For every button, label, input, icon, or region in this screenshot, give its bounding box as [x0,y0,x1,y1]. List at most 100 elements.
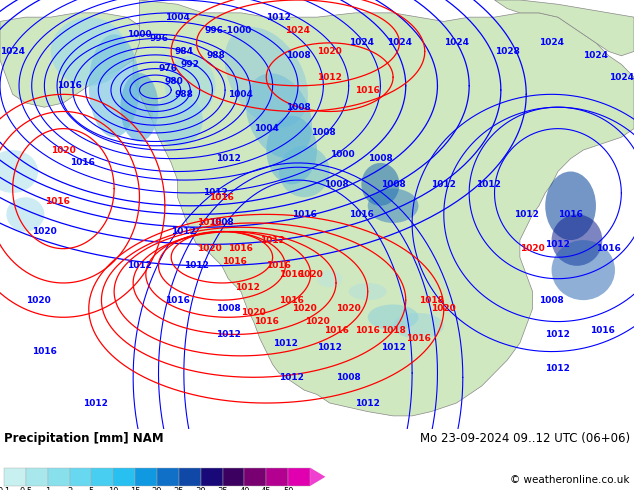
Text: 1016: 1016 [57,81,82,90]
Bar [288,467,310,486]
Ellipse shape [224,27,308,127]
Text: 1008: 1008 [368,154,393,163]
Text: 1012: 1012 [355,398,380,408]
Text: 1012: 1012 [260,236,285,245]
Text: 1012: 1012 [279,373,304,382]
Text: 1018: 1018 [380,326,406,335]
Text: 1018: 1018 [418,295,444,305]
Text: 45: 45 [261,487,271,490]
Text: 1016: 1016 [355,86,380,95]
Text: 35: 35 [217,487,228,490]
Text: 40: 40 [239,487,250,490]
Bar [91,467,113,486]
Text: 1024: 1024 [583,51,609,60]
Text: 1016: 1016 [209,193,235,202]
Text: 1012: 1012 [545,330,571,339]
Text: 1012: 1012 [476,180,501,189]
Text: 2: 2 [67,487,72,490]
Bar [4,467,26,486]
Text: 1012: 1012 [127,261,152,270]
Text: 1012: 1012 [317,73,342,82]
Bar [223,467,245,486]
Ellipse shape [51,17,127,86]
Text: 1016: 1016 [279,270,304,279]
Text: © weatheronline.co.uk: © weatheronline.co.uk [510,475,630,485]
Text: 1020: 1020 [431,304,456,313]
Text: 25: 25 [174,487,184,490]
Text: 1016: 1016 [355,326,380,335]
Text: 1012: 1012 [545,240,571,249]
Text: 1012: 1012 [216,330,241,339]
Bar [135,467,157,486]
Text: 1020: 1020 [336,304,361,313]
Text: 1020: 1020 [32,227,57,236]
Text: 1016: 1016 [292,210,317,219]
Text: 1016: 1016 [197,219,222,227]
Text: 996-1000: 996-1000 [205,25,252,34]
Text: 1020: 1020 [292,304,317,313]
Text: 1020: 1020 [520,244,545,253]
Text: Precipitation [mm] NAM: Precipitation [mm] NAM [4,432,164,445]
Text: 1008: 1008 [336,373,361,382]
Text: 1024: 1024 [0,47,25,56]
Text: 1: 1 [45,487,50,490]
Text: 0.1: 0.1 [0,487,11,490]
Text: 1004: 1004 [254,124,279,133]
Text: 1024: 1024 [349,38,374,48]
Text: 1016: 1016 [44,197,70,206]
Bar [70,467,91,486]
Text: 1028: 1028 [495,47,520,56]
Ellipse shape [120,73,158,142]
Bar [266,467,288,486]
Text: 1012: 1012 [514,210,539,219]
Ellipse shape [152,94,203,146]
Text: 1012: 1012 [273,339,298,347]
Text: Mo 23-09-2024 09..12 UTC (06+06): Mo 23-09-2024 09..12 UTC (06+06) [420,432,630,445]
Text: 1012: 1012 [184,261,209,270]
Text: 1008: 1008 [380,180,406,189]
Text: 1016: 1016 [323,326,349,335]
Text: 50: 50 [283,487,294,490]
Text: 1016: 1016 [254,317,279,326]
Ellipse shape [552,240,615,300]
Ellipse shape [279,146,330,197]
Bar [26,467,48,486]
Text: 1016: 1016 [165,295,190,305]
Text: 1024: 1024 [285,25,311,34]
Ellipse shape [349,283,387,300]
Text: 1016: 1016 [279,295,304,305]
Text: 1008: 1008 [311,128,336,137]
Text: 5: 5 [89,487,94,490]
Text: 1016: 1016 [266,261,292,270]
Text: 1012: 1012 [171,227,197,236]
Ellipse shape [368,189,418,223]
Text: 20: 20 [152,487,162,490]
Polygon shape [310,467,325,486]
Text: 1012: 1012 [380,343,406,352]
Text: 1008: 1008 [323,180,349,189]
Text: 1016: 1016 [32,347,57,356]
Text: 1008: 1008 [539,295,564,305]
Bar [113,467,135,486]
Ellipse shape [89,34,139,137]
Text: 1012: 1012 [266,13,292,22]
Text: 988: 988 [174,90,193,99]
Text: 1016: 1016 [222,257,247,266]
Text: 1020: 1020 [298,270,323,279]
Text: 1024: 1024 [387,38,412,48]
Text: 1024: 1024 [609,73,634,82]
Text: 1016: 1016 [228,244,254,253]
Text: 15: 15 [130,487,140,490]
Text: 1016: 1016 [558,210,583,219]
Text: 1020: 1020 [51,146,76,154]
Ellipse shape [361,163,399,206]
Text: 1020: 1020 [197,244,222,253]
Text: 1016: 1016 [596,244,621,253]
Text: 1008: 1008 [285,51,311,60]
Ellipse shape [545,172,596,240]
Text: 1004: 1004 [228,90,254,99]
Polygon shape [495,0,634,56]
Text: 0.5: 0.5 [19,487,32,490]
Text: 1016: 1016 [349,210,374,219]
Text: 1012: 1012 [203,189,228,197]
